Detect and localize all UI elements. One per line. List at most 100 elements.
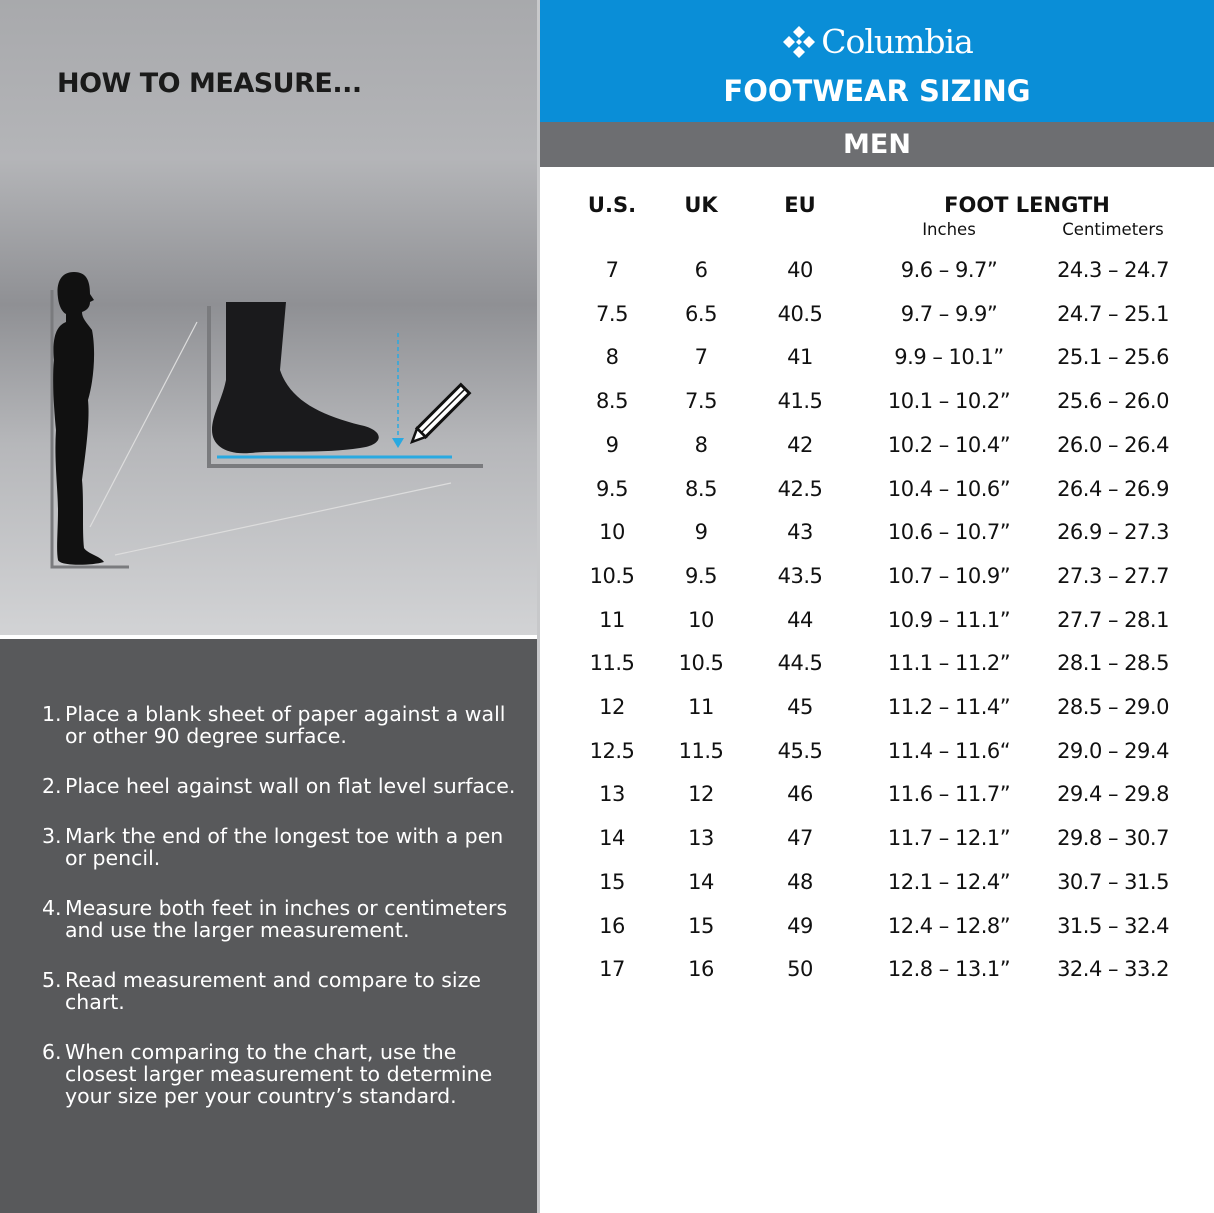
cell-eu: 40 — [787, 258, 813, 282]
cell-inches: 12.4 – 12.8” — [887, 913, 1011, 938]
cell-uk: 7.5 — [685, 389, 717, 414]
cell-eu: 46 — [787, 782, 813, 807]
cell-cm: 29.4 – 29.8 — [1057, 782, 1169, 807]
step-item: 3. Mark the end of the longest toe with a… — [42, 824, 504, 870]
cell-cm: 28.5 – 29.0 — [1057, 695, 1169, 719]
columbia-diamond-icon — [783, 25, 816, 58]
cell-us: 16 — [599, 913, 625, 938]
cell-uk: 15 — [688, 913, 714, 938]
cell-inches: 9.7 – 9.9” — [900, 301, 998, 326]
cell-cm: 28.1 – 28.5 — [1057, 651, 1169, 676]
cell-us: 7 — [605, 258, 619, 282]
cell-eu: 41 — [787, 345, 813, 370]
cell-uk: 6.5 — [685, 301, 717, 326]
step-item: 5. Read measurement and compare to size c… — [42, 968, 481, 1014]
cell-eu: 41.5 — [777, 389, 823, 414]
cell-us: 12.5 — [589, 738, 635, 763]
cell-cm: 30.7 – 31.5 — [1057, 869, 1169, 894]
cell-inches: 12.8 – 13.1” — [887, 957, 1011, 982]
cell-cm: 32.4 – 33.2 — [1057, 957, 1169, 982]
cell-uk: 8.5 — [685, 476, 717, 501]
step-item: 1. Place a blank sheet of paper against a… — [42, 702, 506, 748]
cell-cm: 29.8 – 30.7 — [1057, 826, 1169, 851]
section-title: MEN — [540, 122, 1214, 167]
cell-inches: 9.9 – 10.1” — [894, 345, 1004, 370]
subheader-centimeters: Centimeters — [1062, 220, 1164, 239]
cell-uk: 13 — [688, 826, 714, 851]
instructions-panel — [0, 639, 537, 1213]
cell-us: 15 — [599, 869, 625, 894]
cell-eu: 45 — [787, 695, 813, 719]
measurement-steps: 1. Place a blank sheet of paper against a… — [42, 703, 522, 1135]
cell-eu: 42.5 — [777, 476, 823, 501]
cell-eu: 40.5 — [777, 301, 823, 326]
cell-inches: 10.1 – 10.2” — [887, 389, 1011, 414]
cell-inches: 9.6 – 9.7” — [900, 258, 998, 282]
cell-uk: 11.5 — [678, 738, 724, 763]
cell-us: 8.5 — [596, 389, 628, 414]
cell-uk: 10.5 — [678, 651, 724, 676]
cell-eu: 42 — [787, 432, 813, 457]
cell-inches: 11.7 – 12.1” — [887, 826, 1011, 851]
cell-inches: 10.9 – 11.1” — [887, 607, 1011, 632]
cell-us: 10 — [599, 520, 625, 545]
cell-us: 17 — [599, 957, 625, 982]
cell-inches: 11.4 – 11.6“ — [887, 738, 1011, 763]
cell-cm: 26.0 – 26.4 — [1057, 432, 1169, 457]
cell-cm: 31.5 – 32.4 — [1057, 913, 1169, 938]
column-header-uk: UK — [684, 193, 718, 217]
cell-uk: 12 — [688, 782, 714, 807]
cell-eu: 43 — [787, 520, 813, 545]
cell-uk: 10 — [688, 607, 714, 632]
cell-cm: 27.3 – 27.7 — [1057, 563, 1169, 588]
person-silhouette — [53, 272, 104, 565]
cell-cm: 24.7 – 25.1 — [1057, 301, 1169, 326]
page-title: FOOTWEAR SIZING — [723, 74, 1031, 108]
how-to-measure-heading: HOW TO MEASURE... — [57, 68, 362, 99]
cell-eu: 49 — [787, 913, 813, 938]
cell-uk: 16 — [688, 957, 714, 982]
cell-eu: 43.5 — [777, 563, 823, 588]
cell-cm: 26.9 – 27.3 — [1057, 520, 1169, 545]
subheader-inches: Inches — [922, 220, 976, 239]
brand-header: Columbia FOOTWEAR SIZING — [540, 0, 1214, 122]
column-header-foot-length: FOOT LENGTH — [944, 193, 1110, 217]
cell-cm: 25.6 – 26.0 — [1057, 389, 1169, 414]
cell-inches: 10.4 – 10.6” — [887, 476, 1011, 501]
measuring-illustration — [50, 272, 483, 569]
cell-us: 8 — [605, 345, 619, 370]
cell-uk: 8 — [694, 432, 708, 457]
column-header-eu: EU — [784, 193, 816, 217]
cell-inches: 10.7 – 10.9” — [887, 563, 1011, 588]
step-item: 6. When comparing to the chart, use the c… — [42, 1040, 493, 1108]
divider — [537, 0, 540, 1213]
pencil-icon — [409, 382, 472, 445]
cell-eu: 44 — [787, 607, 813, 632]
cell-inches: 11.6 – 11.7” — [887, 782, 1011, 807]
brand-logo: Columbia — [540, 22, 1214, 61]
cell-inches: 12.1 – 12.4” — [887, 869, 1011, 894]
column-header-us: U.S. — [587, 193, 637, 217]
cell-us: 12 — [599, 695, 625, 719]
cell-cm: 25.1 – 25.6 — [1057, 345, 1169, 370]
cell-cm: 27.7 – 28.1 — [1057, 607, 1169, 632]
cell-eu: 47 — [787, 826, 813, 851]
cell-inches: 10.6 – 10.7” — [887, 520, 1011, 545]
cell-us: 13 — [599, 782, 625, 807]
cell-cm: 24.3 – 24.7 — [1057, 258, 1169, 282]
cell-uk: 14 — [688, 869, 714, 894]
cell-uk: 11 — [688, 695, 714, 719]
cell-eu: 50 — [787, 957, 813, 982]
cell-cm: 29.0 – 29.4 — [1057, 738, 1169, 763]
cell-inches: 10.2 – 10.4” — [887, 432, 1011, 457]
cell-uk: 6 — [694, 258, 708, 282]
cell-us: 11.5 — [589, 651, 635, 676]
step-item: 4. Measure both feet in inches or centime… — [42, 896, 508, 942]
cell-us: 14 — [599, 826, 625, 851]
cell-eu: 44.5 — [777, 651, 823, 676]
cell-us: 9.5 — [596, 476, 628, 501]
cell-inches: 11.1 – 11.2” — [887, 651, 1011, 676]
cell-uk: 9.5 — [685, 563, 717, 588]
cell-us: 9 — [605, 432, 619, 457]
cell-eu: 45.5 — [777, 738, 823, 763]
